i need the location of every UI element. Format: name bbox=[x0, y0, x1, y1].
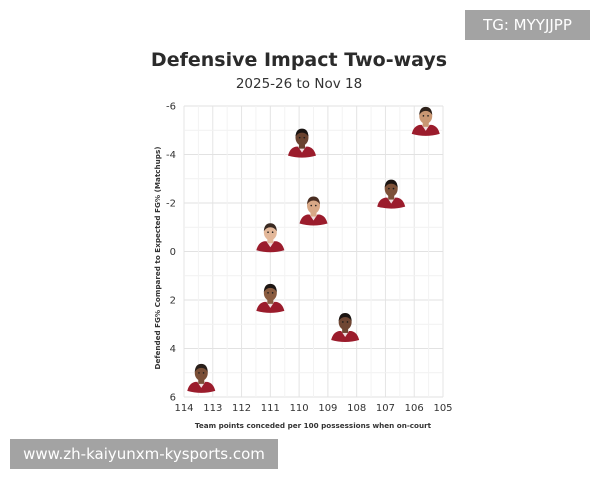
y-tick-label: -4 bbox=[166, 150, 176, 161]
player-marker bbox=[187, 363, 216, 393]
y-tick-label: -6 bbox=[166, 102, 176, 113]
x-tick-label: 109 bbox=[318, 403, 337, 414]
x-tick-label: 114 bbox=[174, 403, 193, 414]
chart-title: Defensive Impact Two-ways bbox=[151, 49, 447, 71]
y-tick-label: -2 bbox=[166, 199, 176, 210]
y-tick-label: 4 bbox=[170, 344, 176, 355]
player-marker bbox=[256, 283, 285, 313]
player-marker bbox=[256, 223, 285, 253]
grid bbox=[183, 105, 444, 398]
y-tick-label: 6 bbox=[170, 393, 176, 404]
player-marker bbox=[287, 128, 316, 158]
player-marker bbox=[299, 196, 328, 226]
y-tick-label: 0 bbox=[170, 247, 176, 258]
x-tick-label: 112 bbox=[232, 403, 251, 414]
y-tick-labels: -6 -4 -2 0 2 4 6 bbox=[166, 102, 176, 404]
player-marker bbox=[411, 106, 440, 136]
x-axis-label: Team points conceded per 100 possessions… bbox=[195, 421, 432, 430]
player-marker bbox=[377, 179, 406, 209]
watermark-top-right: TG: MYYJJPP bbox=[465, 10, 590, 40]
x-tick-label: 110 bbox=[290, 403, 309, 414]
y-tick-label: 2 bbox=[170, 296, 176, 307]
x-tick-label: 111 bbox=[261, 403, 280, 414]
x-tick-label: 113 bbox=[203, 403, 222, 414]
x-tick-label: 106 bbox=[405, 403, 424, 414]
chart-subtitle: 2025-26 to Nov 18 bbox=[236, 76, 362, 92]
y-axis-label: Defended FG% Compared to Expected FG% (M… bbox=[153, 146, 162, 369]
x-tick-label: 107 bbox=[376, 403, 395, 414]
player-marker bbox=[331, 312, 360, 342]
data-points bbox=[187, 106, 440, 393]
x-tick-label: 105 bbox=[433, 403, 452, 414]
x-tick-labels: 114 113 112 111 110 109 108 107 106 105 bbox=[174, 403, 452, 414]
x-tick-label: 108 bbox=[347, 403, 366, 414]
watermark-bottom-left: www.zh-kaiyunxm-kysports.com bbox=[10, 439, 278, 469]
